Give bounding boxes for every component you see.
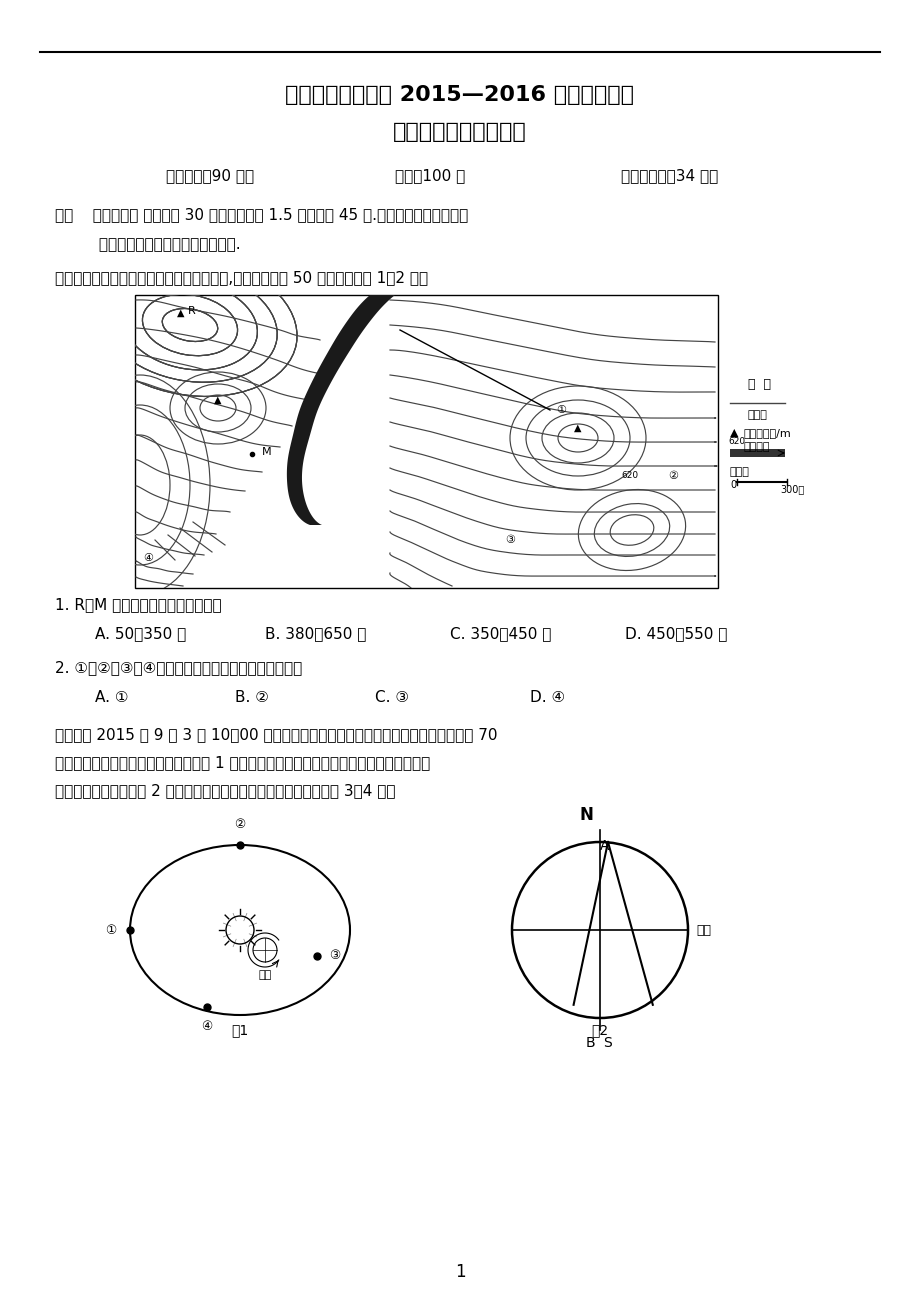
Text: S: S <box>603 1036 612 1049</box>
Text: 620: 620 <box>620 471 638 480</box>
Text: 地球: 地球 <box>258 970 271 980</box>
Text: 1. R、M 两点相对高度的取值范围是: 1. R、M 两点相对高度的取值范围是 <box>55 598 221 612</box>
Text: ▲: ▲ <box>177 309 185 318</box>
Text: B. 380～650 米: B. 380～650 米 <box>265 626 366 642</box>
Text: A. ①: A. ① <box>95 690 129 706</box>
Bar <box>135 296 717 589</box>
Text: B. ②: B. ② <box>234 690 268 706</box>
Text: 全卷总题数：34 小题: 全卷总题数：34 小题 <box>620 168 718 184</box>
Text: 图1: 图1 <box>231 1023 248 1036</box>
Text: B: B <box>584 1036 595 1049</box>
Text: R: R <box>187 306 196 316</box>
Text: M: M <box>262 447 271 457</box>
Text: 四点为二分二至），图 2 是大阅兵当天的地球光照示意图。读图回答 3～4 题。: 四点为二分二至），图 2 是大阅兵当天的地球光照示意图。读图回答 3～4 题。 <box>55 784 395 798</box>
Text: N: N <box>578 806 592 824</box>
Text: 下图为我国东南丘陵某小区域等高线地形图,图中等高距为 50 米，读图完成 1～2 题。: 下图为我国东南丘陵某小区域等高线地形图,图中等高距为 50 米，读图完成 1～2… <box>55 271 427 285</box>
Text: 项中，只有一项是符合题目要求的.: 项中，只有一项是符合题目要求的. <box>55 237 241 253</box>
Polygon shape <box>287 296 394 525</box>
Text: 图  例: 图 例 <box>748 379 771 392</box>
Bar <box>135 296 717 589</box>
Text: ▲: ▲ <box>729 428 738 437</box>
Text: 流: 流 <box>353 370 360 380</box>
Text: ①: ① <box>555 405 565 415</box>
FancyBboxPatch shape <box>729 449 784 457</box>
Text: ▲: ▲ <box>214 395 221 405</box>
Text: 比例尺: 比例尺 <box>729 467 749 477</box>
Text: 河: 河 <box>353 355 360 365</box>
Text: ②: ② <box>234 818 245 831</box>
Text: 山峰、高程/m: 山峰、高程/m <box>743 428 791 437</box>
Text: D. 450～550 米: D. 450～550 米 <box>624 626 727 642</box>
Text: 期中考试试题高三地理: 期中考试试题高三地理 <box>392 122 527 142</box>
Text: A. 50～350 米: A. 50～350 米 <box>95 626 186 642</box>
Text: 北京时间 2015 年 9 月 3 日 10：00 时，纪念中国人民抗日战争暨世界反法西斯战争胜利 70: 北京时间 2015 年 9 月 3 日 10：00 时，纪念中国人民抗日战争暨世… <box>55 728 497 742</box>
Text: 2. ①、②、③、④四条登山路线中，平均坡度最陡的是: 2. ①、②、③、④四条登山路线中，平均坡度最陡的是 <box>55 660 302 676</box>
Text: ②: ② <box>667 471 677 480</box>
Text: A: A <box>599 838 608 853</box>
Text: 0: 0 <box>729 480 735 490</box>
Text: D. ④: D. ④ <box>529 690 564 706</box>
Text: 图2: 图2 <box>591 1023 607 1036</box>
Text: 分值：100 分: 分值：100 分 <box>394 168 465 184</box>
Text: 周年大阅兵在北京天安门广场举行。图 1 为大阅兵开始时地球在轨道上的位置示意图（图中: 周年大阅兵在北京天安门广场举行。图 1 为大阅兵开始时地球在轨道上的位置示意图（… <box>55 755 430 771</box>
Text: 一、    单项选择题 本大题共 30 小题，每小题 1.5 分，满分 45 分.在每小题给出的四个选: 一、 单项选择题 本大题共 30 小题，每小题 1.5 分，满分 45 分.在每… <box>55 207 468 223</box>
Text: ④: ④ <box>142 553 153 562</box>
Text: 赤道: 赤道 <box>696 923 710 936</box>
Text: 620: 620 <box>727 437 744 447</box>
Text: 西北农林科大附中 2015—2016 学年第一学期: 西北农林科大附中 2015—2016 学年第一学期 <box>285 85 634 105</box>
Text: ▲: ▲ <box>573 423 581 434</box>
Text: 等高线: 等高线 <box>746 410 766 421</box>
Text: ④: ④ <box>201 1021 212 1034</box>
Text: 300米: 300米 <box>779 484 803 493</box>
Text: C. ③: C. ③ <box>375 690 409 706</box>
Text: 考试时间：90 分钟: 考试时间：90 分钟 <box>165 168 254 184</box>
Text: ③: ③ <box>505 535 515 546</box>
Text: 1: 1 <box>454 1263 465 1281</box>
Text: ①: ① <box>105 923 116 936</box>
Text: ③: ③ <box>329 949 340 962</box>
Text: 河流流向: 河流流向 <box>743 441 769 452</box>
Text: C. 350～450 米: C. 350～450 米 <box>449 626 550 642</box>
